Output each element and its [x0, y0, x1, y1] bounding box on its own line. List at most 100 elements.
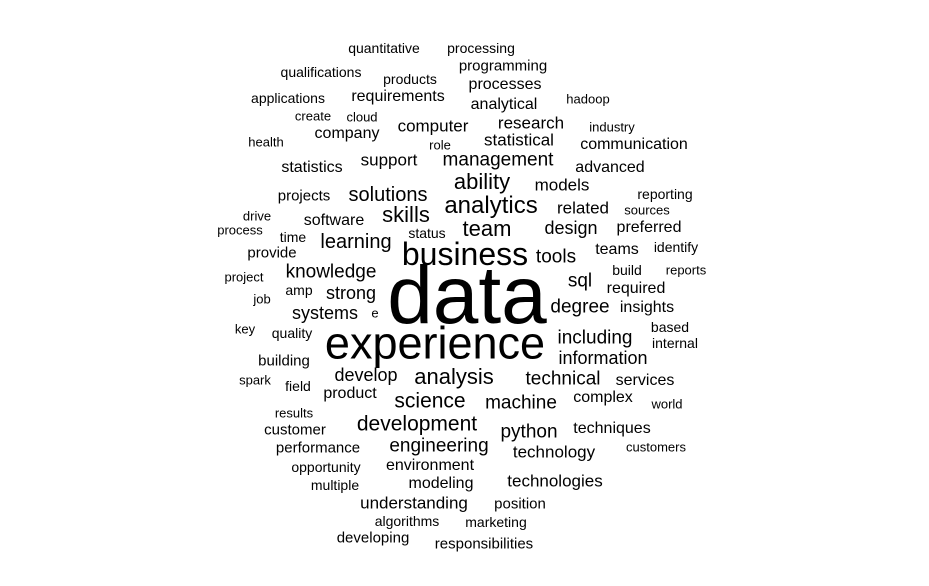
- word-experience: experience: [324, 317, 546, 369]
- word-spark: spark: [239, 372, 271, 388]
- word-ability: ability: [453, 169, 511, 194]
- word-skills: skills: [382, 202, 430, 227]
- word-world: world: [651, 396, 683, 412]
- word-projects: projects: [277, 187, 331, 205]
- word-marketing: marketing: [465, 514, 527, 530]
- word-business: business: [401, 236, 529, 272]
- word-advanced: advanced: [575, 159, 645, 176]
- word-services: services: [615, 372, 675, 389]
- word-project: project: [224, 269, 264, 285]
- word-develop: develop: [334, 365, 398, 385]
- word-quantitative: quantitative: [348, 40, 420, 56]
- word-machine: machine: [485, 392, 557, 414]
- word-analysis: analysis: [414, 364, 494, 389]
- word-related: related: [557, 198, 609, 218]
- word-drive: drive: [242, 208, 272, 224]
- word-computer: computer: [397, 116, 469, 136]
- word-algorithms: algorithms: [374, 513, 440, 529]
- word-performance: performance: [275, 439, 361, 457]
- word-techniques: techniques: [573, 420, 651, 437]
- word-teams: teams: [595, 241, 639, 258]
- word-reporting: reporting: [637, 186, 693, 202]
- word-time: time: [279, 229, 307, 245]
- word-sql: sql: [567, 270, 593, 292]
- word-technology: technology: [512, 442, 596, 462]
- word-data: data: [387, 250, 547, 341]
- word-requirements: requirements: [351, 88, 445, 105]
- word-amp: amp: [285, 282, 313, 298]
- word-field: field: [285, 378, 311, 394]
- word-including: including: [557, 327, 633, 349]
- word-position: position: [494, 495, 546, 513]
- word-internal: internal: [652, 335, 698, 351]
- word-provide: provide: [247, 244, 297, 262]
- word-environment: environment: [385, 457, 475, 474]
- word-developing: developing: [336, 529, 410, 547]
- word-health: health: [248, 134, 284, 150]
- word-modeling: modeling: [408, 475, 474, 492]
- word-analytical: analytical: [470, 96, 538, 113]
- word-key: key: [234, 321, 256, 337]
- word-tools: tools: [535, 246, 577, 268]
- word-processing: processing: [447, 40, 515, 56]
- word-preferred: preferred: [616, 219, 682, 236]
- word-process: process: [217, 222, 263, 238]
- word-cloud: cloud: [346, 109, 378, 125]
- word-software: software: [303, 212, 365, 229]
- word-statistical: statistical: [484, 130, 554, 150]
- word-results: results: [274, 405, 314, 421]
- word-applications: applications: [251, 90, 325, 106]
- word-status: status: [408, 225, 446, 241]
- word-customer: customer: [264, 421, 326, 439]
- word-required: required: [606, 280, 666, 297]
- word-customers: customers: [626, 439, 686, 455]
- word-reports: reports: [665, 262, 707, 278]
- word-systems: systems: [291, 303, 359, 323]
- word-multiple: multiple: [310, 477, 360, 493]
- word-technologies: technologies: [507, 471, 603, 491]
- word-complex: complex: [573, 389, 633, 406]
- word-development: development: [356, 412, 478, 436]
- word-communication: communication: [580, 136, 688, 153]
- word-analytics: analytics: [444, 192, 538, 219]
- word-create: create: [294, 108, 332, 124]
- word-based: based: [650, 319, 690, 335]
- word-degree: degree: [550, 296, 610, 318]
- word-management: management: [442, 149, 554, 171]
- word-industry: industry: [589, 119, 635, 135]
- word-models: models: [534, 175, 590, 195]
- word-statistics: statistics: [281, 159, 343, 176]
- word-qualifications: qualifications: [280, 64, 362, 80]
- word-hadoop: hadoop: [566, 91, 610, 107]
- word-support: support: [360, 150, 418, 170]
- word-company: company: [314, 125, 380, 142]
- word-e: e: [371, 305, 379, 321]
- word-technical: technical: [525, 368, 601, 390]
- word-identify: identify: [653, 239, 699, 255]
- word-information: information: [558, 348, 648, 368]
- word-opportunity: opportunity: [291, 459, 361, 475]
- word-processes: processes: [468, 76, 542, 93]
- word-understanding: understanding: [360, 493, 468, 513]
- word-role: role: [429, 137, 451, 153]
- word-python: python: [500, 421, 558, 443]
- word-solutions: solutions: [348, 184, 428, 206]
- word-responsibilities: responsibilities: [434, 535, 534, 553]
- word-engineering: engineering: [389, 435, 489, 457]
- word-knowledge: knowledge: [285, 261, 377, 283]
- word-build: build: [612, 262, 642, 278]
- word-sources: sources: [624, 202, 670, 218]
- word-quality: quality: [271, 325, 313, 341]
- word-research: research: [497, 113, 565, 133]
- word-design: design: [544, 218, 598, 238]
- word-learning: learning: [320, 231, 392, 253]
- word-team: team: [462, 216, 512, 241]
- word-science: science: [394, 389, 466, 413]
- word-strong: strong: [325, 283, 377, 303]
- word-job: job: [253, 291, 271, 307]
- word-insights: insights: [619, 299, 675, 316]
- word-programming: programming: [458, 57, 548, 75]
- word-building: building: [258, 352, 310, 370]
- word-products: products: [383, 71, 437, 87]
